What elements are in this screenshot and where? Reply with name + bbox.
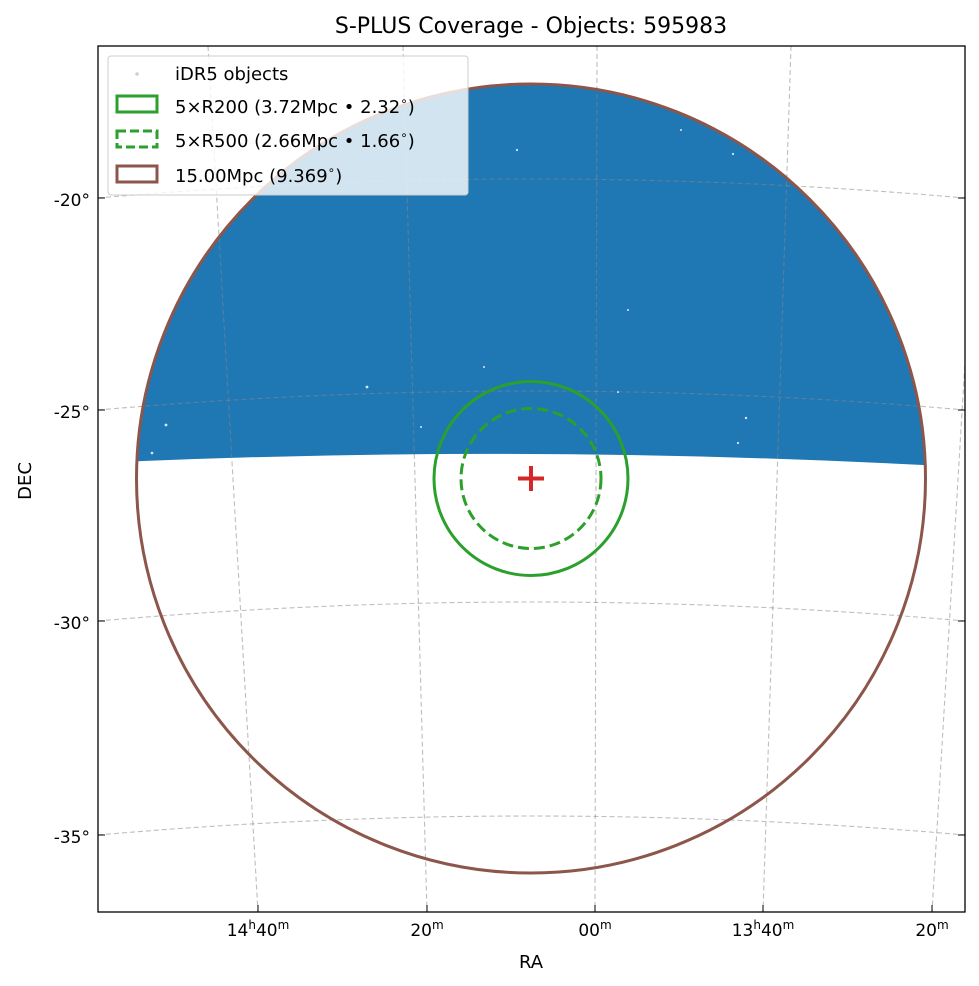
grid-dec-minus-25 [98, 390, 965, 411]
x-tick-labels: 14h40m 20m 00m 13h40m 20m [227, 918, 949, 941]
chart-title: S-PLUS Coverage - Objects: 595983 [335, 14, 727, 39]
y-axis-label: DEC [15, 462, 36, 500]
grid-dec-minus-20 [98, 178, 965, 199]
grid-ra-3 [594, 46, 598, 912]
legend-marker-15mpc [115, 164, 159, 184]
x-tick-label: 00m [578, 918, 611, 941]
legend-marker-points [135, 72, 139, 76]
legend-marker-r200 [115, 94, 159, 114]
grid-dec-minus-30 [98, 601, 965, 622]
x-tick-label: 20m [410, 918, 443, 941]
grid-ra-4 [762, 46, 792, 912]
x-tick-label: 14h40m [227, 918, 290, 941]
legend-label: 5×R500 (2.66Mpc • 1.66∘) [175, 128, 415, 152]
legend: iDR5 objects 5×R200 (3.72Mpc • 2.32∘) 5×… [107, 55, 469, 196]
circle-r500 [459, 407, 603, 550]
grid-dec-minus-35 [98, 815, 965, 836]
y-tick-label: -30° [54, 614, 90, 634]
tick-marks [98, 197, 965, 912]
legend-label: iDR5 objects [175, 64, 288, 85]
circle-r200 [432, 380, 630, 577]
y-tick-label: -35° [54, 828, 90, 848]
y-tick-label: -20° [54, 191, 90, 211]
legend-label: 15.00Mpc (9.369∘) [175, 163, 342, 187]
center-marker [518, 466, 544, 491]
x-tick-label: 20m [915, 918, 948, 941]
legend-marker-r500 [115, 129, 159, 149]
x-axis-label: RA [519, 952, 544, 973]
circle-15mpc [135, 82, 927, 875]
y-tick-label: -25° [54, 403, 90, 423]
y-tick-labels: -20° -25° -30° -35° [54, 191, 90, 848]
plot-frame [97, 45, 966, 913]
grid-ra-5 [931, 353, 965, 912]
x-tick-label: 13h40m [732, 918, 795, 941]
overlay-circles [135, 82, 927, 875]
legend-label: 5×R200 (3.72Mpc • 2.32∘) [175, 94, 415, 118]
legend-box [107, 55, 469, 196]
